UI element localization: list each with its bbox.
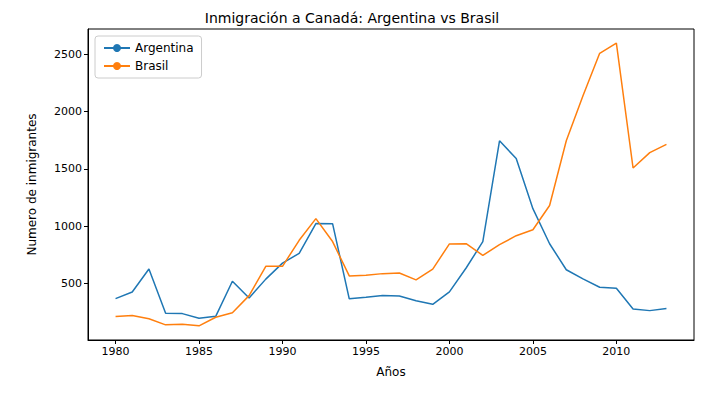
- svg-text:1990: 1990: [268, 345, 296, 358]
- svg-text:1985: 1985: [185, 345, 213, 358]
- svg-text:Argentina: Argentina: [135, 41, 194, 55]
- svg-text:500: 500: [61, 277, 82, 290]
- svg-text:Inmigración a Canadá: Argentin: Inmigración a Canadá: Argentina vs Brasi…: [205, 10, 499, 26]
- svg-text:2005: 2005: [519, 345, 547, 358]
- svg-text:2500: 2500: [54, 48, 82, 61]
- svg-text:1995: 1995: [352, 345, 380, 358]
- svg-text:Años: Años: [376, 365, 405, 379]
- svg-text:1000: 1000: [54, 220, 82, 233]
- svg-text:Numero de inmigrantes: Numero de inmigrantes: [25, 113, 39, 255]
- svg-text:2010: 2010: [602, 345, 630, 358]
- svg-text:1980: 1980: [102, 345, 130, 358]
- svg-text:2000: 2000: [54, 105, 82, 118]
- svg-text:Brasil: Brasil: [135, 59, 168, 73]
- svg-text:2000: 2000: [435, 345, 463, 358]
- svg-text:1500: 1500: [54, 162, 82, 175]
